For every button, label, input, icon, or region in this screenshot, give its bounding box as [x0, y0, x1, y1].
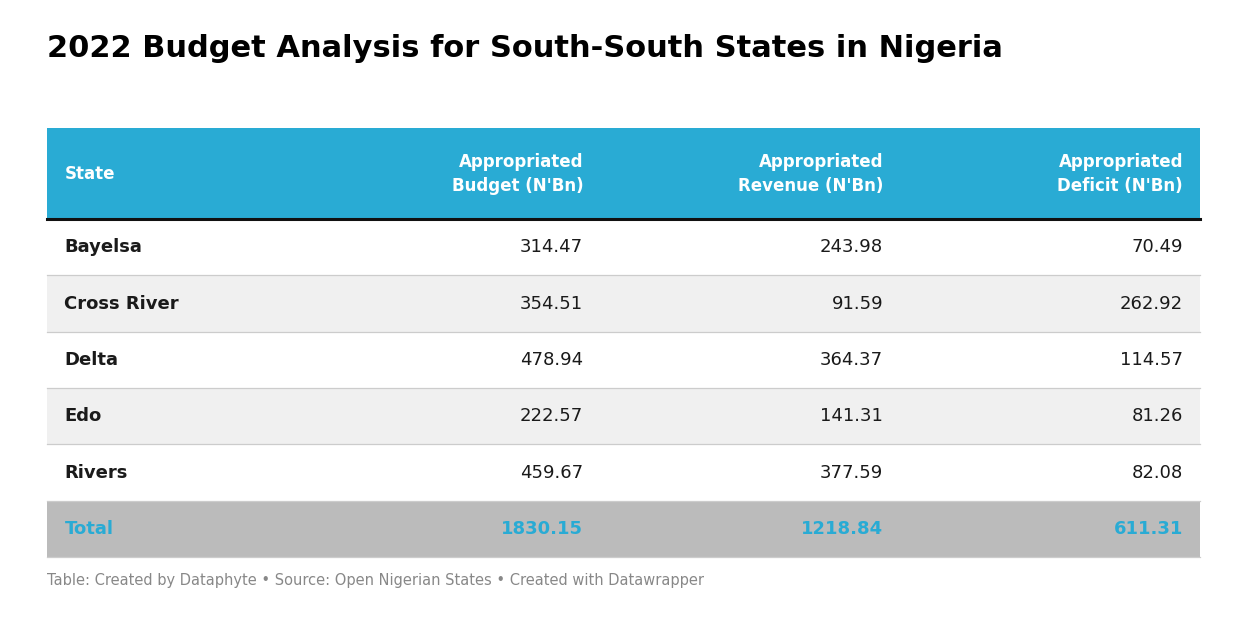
Text: 459.67: 459.67: [520, 464, 583, 481]
Text: Total: Total: [64, 520, 114, 538]
Text: 262.92: 262.92: [1120, 295, 1183, 312]
Text: 1830.15: 1830.15: [501, 520, 583, 538]
Text: Appropriated
Deficit (N'Bn): Appropriated Deficit (N'Bn): [1058, 153, 1183, 195]
Text: 611.31: 611.31: [1114, 520, 1183, 538]
Text: 114.57: 114.57: [1120, 351, 1183, 369]
Text: 91.59: 91.59: [832, 295, 883, 312]
Text: Rivers: Rivers: [64, 464, 128, 481]
Text: Bayelsa: Bayelsa: [64, 239, 143, 256]
Text: Appropriated
Budget (N'Bn): Appropriated Budget (N'Bn): [451, 153, 583, 195]
Text: 478.94: 478.94: [520, 351, 583, 369]
Text: Edo: Edo: [64, 408, 102, 425]
Text: Cross River: Cross River: [64, 295, 179, 312]
Text: 314.47: 314.47: [520, 239, 583, 256]
Text: 354.51: 354.51: [520, 295, 583, 312]
Text: 81.26: 81.26: [1132, 408, 1183, 425]
Text: 2022 Budget Analysis for South-South States in Nigeria: 2022 Budget Analysis for South-South Sta…: [47, 34, 1003, 63]
Text: 222.57: 222.57: [520, 408, 583, 425]
Text: 377.59: 377.59: [820, 464, 883, 481]
Text: 82.08: 82.08: [1132, 464, 1183, 481]
Text: 364.37: 364.37: [820, 351, 883, 369]
Text: 70.49: 70.49: [1131, 239, 1183, 256]
Text: Table: Created by Dataphyte • Source: Open Nigerian States • Created with Datawr: Table: Created by Dataphyte • Source: Op…: [47, 573, 704, 588]
Text: 243.98: 243.98: [820, 239, 883, 256]
Text: 141.31: 141.31: [820, 408, 883, 425]
Text: Delta: Delta: [64, 351, 119, 369]
Text: 1218.84: 1218.84: [801, 520, 883, 538]
Text: State: State: [64, 165, 115, 183]
Text: Appropriated
Revenue (N'Bn): Appropriated Revenue (N'Bn): [738, 153, 883, 195]
